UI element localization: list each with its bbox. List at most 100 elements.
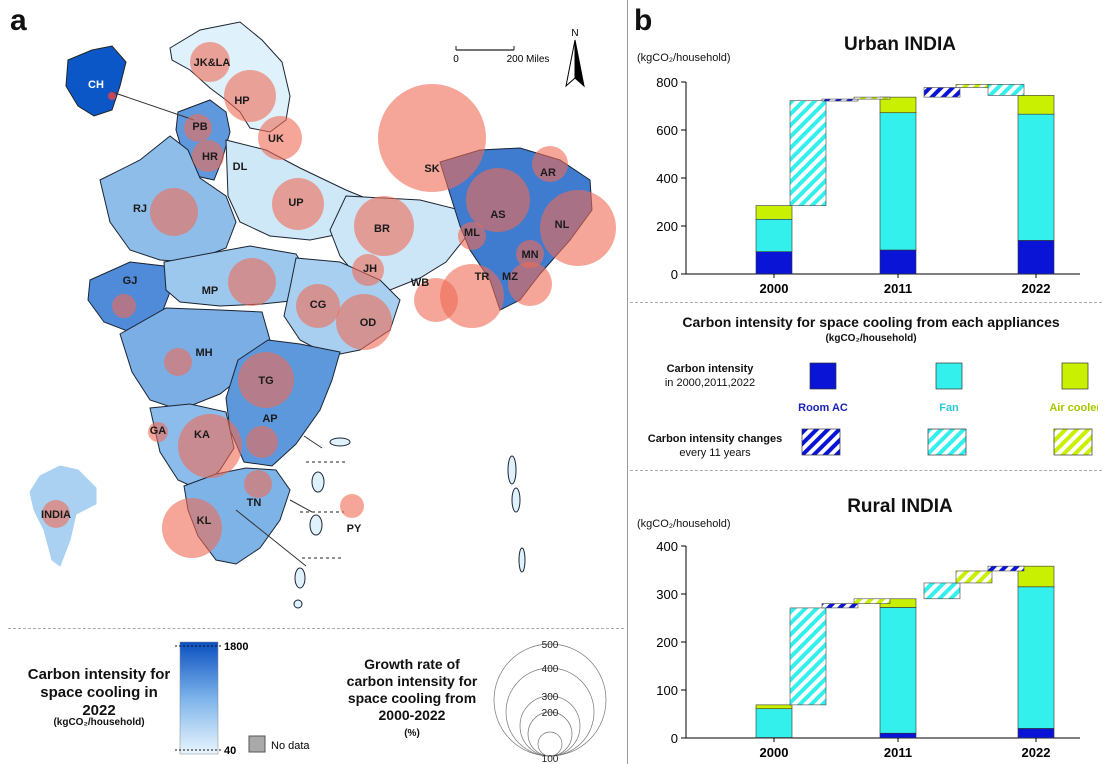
growth-bubble-as (466, 168, 530, 232)
py-island-1 (329, 437, 351, 447)
growth-bubble-mh (164, 348, 192, 376)
bar-air-cooler-2000 (755, 205, 793, 220)
change-bar-room-ac-2000-2011 (821, 98, 859, 102)
bar-room-ac-2011 (879, 732, 917, 739)
y-tick-label: 0 (671, 267, 678, 282)
growth-bubble-gj (112, 294, 136, 318)
state-label-mh: MH (195, 347, 212, 359)
no-data-swatch (248, 735, 266, 753)
y-tick-label: 0 (671, 731, 678, 746)
state-label-jk-la: JK&LA (194, 57, 231, 69)
state-label-od: OD (360, 317, 377, 329)
size-legend-label-300: 300 (542, 692, 559, 703)
growth-bubble-tr (440, 264, 504, 328)
urban-title: Urban INDIA (844, 34, 956, 55)
chart-legend-divider-top (630, 302, 1102, 303)
state-label-uk: UK (268, 133, 284, 145)
state-label-tn: TN (247, 497, 262, 509)
legend-label-air-cooler: Air cooler (1049, 402, 1098, 414)
state-label-ga: GA (150, 425, 167, 437)
state-label-hr: HR (202, 151, 218, 163)
growth-bubble-up (272, 178, 324, 230)
north-label: N (571, 28, 578, 39)
legend-row1-sub: in 2000,2011,2022 (664, 377, 756, 389)
growth-bubble-kl (162, 498, 222, 558)
andaman-island-2 (511, 487, 521, 513)
urban-unit: (kgCO₂/household) (637, 52, 731, 64)
color-legend-unit: (kgCO₂/household) (53, 717, 145, 728)
scale-start: 0 (453, 54, 459, 65)
state-label-tr: TR (475, 271, 490, 283)
growth-bubble-cg (296, 284, 340, 328)
y-tick-label: 400 (656, 171, 678, 186)
islands (293, 437, 526, 609)
change-bar-fan-2000-2011 (789, 100, 827, 206)
size-legend-title: Growth rate of carbon intensity for spac… (346, 656, 478, 723)
no-data-label: No data (271, 740, 310, 752)
panel-a-letter: a (10, 4, 27, 37)
growth-bubble-hp (224, 70, 276, 122)
py-island-3 (309, 514, 323, 536)
legend-swatch-fan (935, 362, 963, 390)
bar-room-ac-2022 (1017, 240, 1055, 275)
state-label-mn: MN (521, 249, 538, 261)
x-tick-label-2011: 2011 (884, 745, 912, 760)
py-island-5 (293, 599, 303, 609)
state-label-india: INDIA (41, 509, 71, 521)
bar-air-cooler-2000 (755, 704, 793, 710)
growth-bubble-uk (258, 116, 302, 160)
y-tick-label: 200 (656, 219, 678, 234)
growth-bubble-pb (184, 114, 212, 142)
state-label-up: UP (288, 197, 303, 209)
tn-connector (235, 509, 307, 567)
size-legend-circle-300 (519, 695, 581, 757)
state-label-kl: KL (197, 515, 212, 527)
legend-row1-label: Carbon intensity (666, 363, 754, 375)
island-dashes (300, 461, 346, 559)
scale-end: 200 Miles (507, 54, 550, 65)
legend-hatch-air-cooler (1053, 428, 1093, 456)
x-tick-label-2000: 2000 (760, 745, 789, 760)
rural-title: Rural INDIA (847, 496, 953, 517)
state-label-rj: RJ (133, 203, 147, 215)
bar-room-ac-2011 (879, 249, 917, 275)
growth-bubble-ar (532, 146, 568, 182)
change-bar-room-ac-2011-2022 (923, 87, 961, 98)
growth-bubble-tn (244, 470, 272, 498)
state-label-ml: ML (464, 227, 480, 239)
north-arrow-icon: N (565, 28, 585, 88)
legend-row2-sub: every 11 years (679, 447, 751, 459)
growth-bubble-jh (352, 254, 384, 286)
bar-room-ac-2022 (1017, 728, 1055, 739)
growth-bubble-rj (150, 188, 198, 236)
change-bar-fan-2011-2022 (923, 582, 961, 600)
growth-bubble-br (354, 196, 414, 256)
growth-bubble-india (42, 500, 70, 528)
growth-bubble-tg (238, 352, 294, 408)
growth-bubble-nl (540, 190, 616, 266)
py-island-4 (294, 567, 306, 589)
india-map: JK&LA HP PB HR DL UK RJ UP SK AR AS NL ML MN BR GJ MP JH W… (29, 21, 616, 609)
chart-legend-divider-bottom (630, 470, 1102, 471)
change-bar-room-ac-2000-2011 (821, 603, 859, 609)
legend-label-fan: Fan (939, 402, 959, 414)
growth-bubble-mz (508, 262, 552, 306)
state-label-as: AS (490, 209, 505, 221)
change-bar-air-cooler-2011-2022 (955, 570, 993, 584)
bar-air-cooler-2022 (1017, 565, 1055, 588)
growth-bubble-py (340, 494, 364, 518)
state-label-br: BR (374, 223, 390, 235)
size-legend-unit: (%) (404, 728, 420, 739)
state-label-pb: PB (192, 121, 207, 133)
state-label-sk: SK (424, 163, 439, 175)
x-tick-label-2022: 2022 (1022, 745, 1051, 760)
x-tick-label-2022: 2022 (1022, 281, 1051, 296)
panel-b-letter: b (634, 4, 653, 37)
state-label-hp: HP (234, 95, 249, 107)
nicobar-island (518, 547, 526, 573)
map-legend-divider (8, 628, 624, 629)
legend-hatch-fan (927, 428, 967, 456)
growth-bubble-ap (246, 426, 278, 458)
change-bar-air-cooler-2000-2011 (853, 598, 891, 604)
size-legend-label-200: 200 (542, 708, 559, 719)
